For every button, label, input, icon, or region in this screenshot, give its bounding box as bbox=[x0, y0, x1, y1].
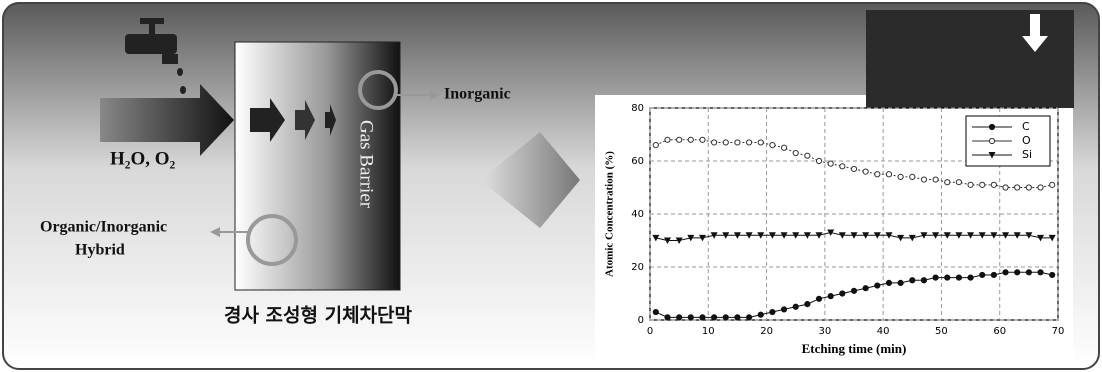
marker bbox=[1015, 270, 1020, 275]
x-axis-label: Etching time (min) bbox=[802, 341, 907, 356]
x-tick-label: 70 bbox=[1052, 326, 1065, 337]
input-label: H₂O, O₂ bbox=[110, 148, 176, 169]
marker bbox=[991, 272, 996, 277]
marker bbox=[945, 180, 950, 185]
marker bbox=[989, 138, 994, 143]
x-tick-label: 30 bbox=[818, 326, 831, 337]
marker bbox=[816, 296, 821, 301]
marker bbox=[758, 140, 763, 145]
marker bbox=[1026, 270, 1031, 275]
marker bbox=[840, 164, 845, 169]
x-tick-label: 20 bbox=[760, 326, 773, 337]
marker bbox=[1050, 182, 1055, 187]
y-tick-label: 20 bbox=[631, 262, 644, 273]
marker bbox=[1050, 272, 1055, 277]
legend-label: Si bbox=[1022, 148, 1032, 161]
marker bbox=[875, 172, 880, 177]
marker bbox=[712, 315, 717, 320]
sem-image bbox=[866, 10, 1074, 108]
marker bbox=[980, 182, 985, 187]
legend-label: C bbox=[1022, 120, 1030, 133]
marker bbox=[805, 153, 810, 158]
x-tick-label: 40 bbox=[877, 326, 890, 337]
marker bbox=[665, 137, 670, 142]
marker bbox=[653, 309, 658, 314]
marker bbox=[910, 278, 915, 283]
y-tick-label: 60 bbox=[631, 156, 644, 167]
marker bbox=[1003, 270, 1008, 275]
marker bbox=[968, 275, 973, 280]
x-tick-label: 60 bbox=[993, 326, 1006, 337]
marker bbox=[723, 315, 728, 320]
marker bbox=[945, 275, 950, 280]
marker bbox=[688, 315, 693, 320]
marker bbox=[816, 158, 821, 163]
x-tick-label: 50 bbox=[935, 326, 948, 337]
marker bbox=[805, 302, 810, 307]
marker bbox=[863, 169, 868, 174]
marker bbox=[746, 315, 751, 320]
marker bbox=[793, 304, 798, 309]
marker bbox=[898, 174, 903, 179]
marker bbox=[863, 286, 868, 291]
marker bbox=[910, 174, 915, 179]
marker bbox=[723, 140, 728, 145]
marker bbox=[770, 143, 775, 148]
marker bbox=[898, 280, 903, 285]
marker bbox=[991, 182, 996, 187]
marker bbox=[828, 294, 833, 299]
y-tick-label: 40 bbox=[631, 209, 644, 220]
hybrid-label: Organic/Inorganic bbox=[40, 219, 167, 236]
marker bbox=[793, 150, 798, 155]
marker bbox=[1015, 185, 1020, 190]
y-axis-label: Atomic Concentration (%) bbox=[604, 151, 616, 277]
marker bbox=[677, 137, 682, 142]
marker bbox=[665, 315, 670, 320]
marker bbox=[851, 166, 856, 171]
marker bbox=[700, 315, 705, 320]
marker bbox=[1038, 185, 1043, 190]
marker bbox=[781, 307, 786, 312]
marker bbox=[840, 291, 845, 296]
hybrid-label: Hybrid bbox=[75, 242, 125, 259]
marker bbox=[933, 275, 938, 280]
marker bbox=[980, 272, 985, 277]
marker bbox=[746, 140, 751, 145]
marker bbox=[968, 182, 973, 187]
marker bbox=[735, 315, 740, 320]
marker bbox=[653, 143, 658, 148]
marker bbox=[886, 280, 891, 285]
marker bbox=[933, 177, 938, 182]
marker bbox=[921, 177, 926, 182]
marker bbox=[1026, 185, 1031, 190]
marker bbox=[781, 145, 786, 150]
marker bbox=[828, 161, 833, 166]
marker bbox=[921, 278, 926, 283]
x-tick-label: 10 bbox=[702, 326, 715, 337]
marker bbox=[989, 124, 994, 129]
legend-label: O bbox=[1022, 134, 1031, 147]
marker bbox=[956, 180, 961, 185]
marker bbox=[735, 140, 740, 145]
marker bbox=[677, 315, 682, 320]
marker bbox=[875, 283, 880, 288]
marker bbox=[886, 172, 891, 177]
marker bbox=[770, 309, 775, 314]
marker bbox=[758, 312, 763, 317]
marker bbox=[851, 288, 856, 293]
marker bbox=[700, 137, 705, 142]
marker bbox=[1038, 270, 1043, 275]
inorganic-label: Inorganic bbox=[444, 86, 511, 103]
marker bbox=[688, 137, 693, 142]
y-tick-label: 0 bbox=[638, 315, 644, 326]
y-tick-label: 80 bbox=[631, 103, 644, 114]
caption: 경사 조성형 기체차단막 bbox=[224, 305, 413, 327]
x-tick-label: 0 bbox=[647, 326, 653, 337]
marker bbox=[712, 140, 717, 145]
figure: H₂O, O₂ Gas Barrier Inorganic Organic/In… bbox=[0, 0, 1102, 372]
marker bbox=[1003, 185, 1008, 190]
barrier-label: Gas Barrier bbox=[356, 120, 377, 209]
marker bbox=[956, 275, 961, 280]
